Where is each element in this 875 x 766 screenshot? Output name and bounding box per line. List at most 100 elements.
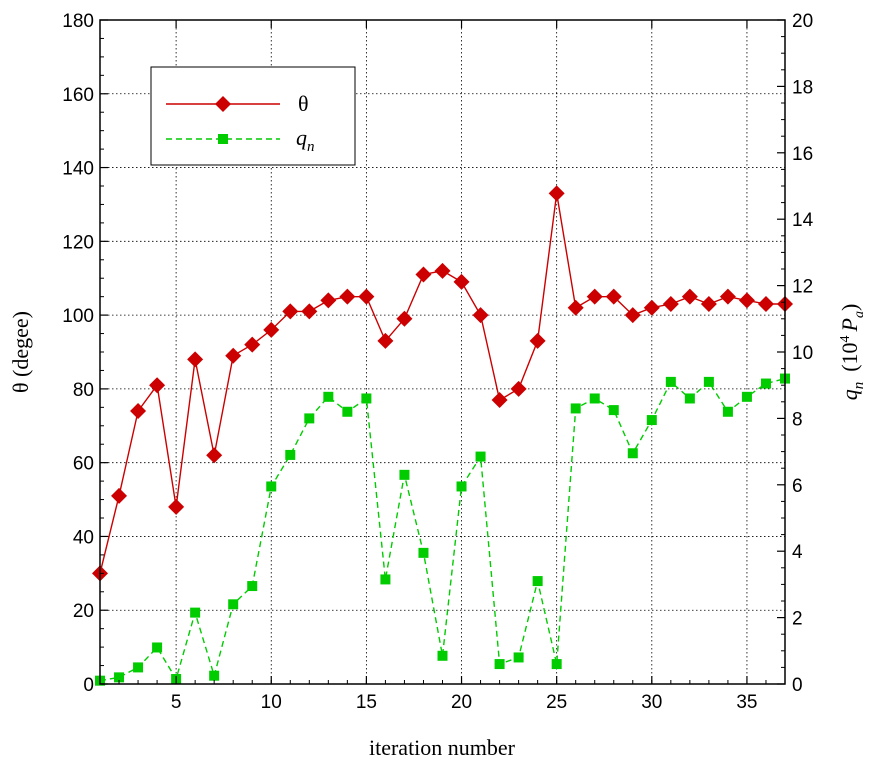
y-right-tick-label: 2: [792, 609, 803, 630]
qn-point: [418, 547, 429, 558]
theta-point: [396, 310, 413, 327]
qn-point: [380, 574, 391, 585]
qn-point: [304, 413, 315, 424]
y-left-tick-label: 40: [73, 527, 94, 548]
x-tick-label: 5: [171, 692, 182, 713]
qn-point: [684, 393, 695, 404]
qn-point: [266, 481, 277, 492]
legend: θ qn: [150, 66, 356, 166]
y-right-tick-label: 10: [792, 343, 813, 364]
y-right-tick-label: 18: [792, 77, 813, 98]
x-tick-label: 10: [261, 692, 282, 713]
theta-point: [510, 380, 527, 397]
qn-point: [627, 448, 638, 459]
qn-point: [437, 650, 448, 661]
theta-point: [624, 307, 641, 324]
theta-point: [149, 377, 166, 394]
y-right-tick-label: 20: [792, 11, 813, 32]
qn-point: [703, 376, 714, 387]
y-right-unit-close: ): [837, 304, 862, 311]
x-axis-title: iteration number: [369, 735, 516, 760]
theta-point: [662, 296, 679, 313]
y-left-tick-label: 160: [62, 85, 94, 106]
y-right-tick-label: 4: [792, 542, 803, 563]
series-layer: [92, 185, 793, 686]
theta-point: [244, 336, 261, 353]
theta-point: [415, 266, 432, 283]
qn-point: [570, 403, 581, 414]
theta-point: [586, 288, 603, 305]
y-left-tick-label: 60: [73, 454, 94, 475]
y-right-a: a: [852, 311, 867, 318]
qn-point: [114, 672, 125, 683]
qn-point: [513, 652, 524, 663]
theta-point: [130, 403, 147, 420]
qn-point: [399, 469, 410, 480]
qn-point: [361, 393, 372, 404]
qn-point: [228, 599, 239, 610]
qn-point: [152, 642, 163, 653]
y-left-tick-label: 0: [83, 675, 94, 696]
theta-point: [472, 307, 489, 324]
series-line-qn: [99, 377, 786, 682]
y-right-tick-label: 8: [792, 409, 803, 430]
y-left-tick-label: 100: [62, 306, 94, 327]
theta-point: [605, 288, 622, 305]
legend-theta-label: θ: [298, 91, 309, 116]
y-left-tick-label: 180: [62, 11, 94, 32]
qn-point: [475, 451, 486, 462]
y-right-q: q: [837, 389, 862, 400]
theta-point: [738, 292, 755, 309]
theta-point: [377, 332, 394, 349]
theta-point: [225, 347, 242, 364]
qn-point: [209, 670, 220, 681]
y-right-tick-label: 0: [792, 675, 803, 696]
qn-point: [342, 406, 353, 417]
qn-point: [722, 406, 733, 417]
y-right-n: n: [851, 382, 867, 390]
y-left-axis-title: θ (degee): [8, 311, 33, 393]
theta-point: [681, 288, 698, 305]
legend-box: [150, 66, 356, 166]
theta-point: [434, 262, 451, 279]
theta-point: [301, 303, 318, 320]
theta-point: [263, 321, 280, 338]
y-right-tick-label: 14: [792, 210, 814, 231]
y-left-tick-label: 20: [73, 601, 94, 622]
theta-point: [491, 391, 508, 408]
theta-point: [187, 351, 204, 368]
theta-point: [339, 288, 356, 305]
y-right-exp: 4: [838, 335, 853, 342]
qn-point: [741, 391, 752, 402]
theta-point: [453, 273, 470, 290]
y-left-tick-label: 80: [73, 380, 94, 401]
qn-point: [133, 662, 144, 673]
qn-point: [532, 576, 543, 587]
theta-point: [700, 296, 717, 313]
legend-qn-label: qn: [296, 125, 315, 155]
x-tick-label: 25: [546, 692, 567, 713]
theta-point: [206, 447, 223, 464]
qn-point: [551, 659, 562, 670]
theta-point: [548, 185, 565, 202]
qn-point: [665, 376, 676, 387]
legend-qn-main: q: [296, 125, 307, 150]
theta-point: [320, 292, 337, 309]
qn-point: [247, 581, 258, 592]
legend-qn-marker: [218, 134, 228, 144]
qn-point: [589, 393, 600, 404]
y-left-tick-label: 140: [62, 159, 94, 180]
qn-point: [190, 607, 201, 618]
ticks: 5 10 15 20 25 30 35 0 20 40 60 80 100 120 140 160 180 0 2 4…: [62, 11, 813, 713]
qn-point: [494, 659, 505, 670]
theta-point: [358, 288, 375, 305]
y-left-tick-label: 120: [62, 232, 94, 253]
legend-qn-sub: n: [307, 139, 315, 155]
y-right-tick-label: 16: [792, 144, 813, 165]
x-tick-label: 15: [356, 692, 377, 713]
series-line-theta: [99, 193, 785, 574]
y-right-tick-label: 12: [792, 277, 813, 298]
theta-point: [567, 299, 584, 316]
theta-point: [719, 288, 736, 305]
